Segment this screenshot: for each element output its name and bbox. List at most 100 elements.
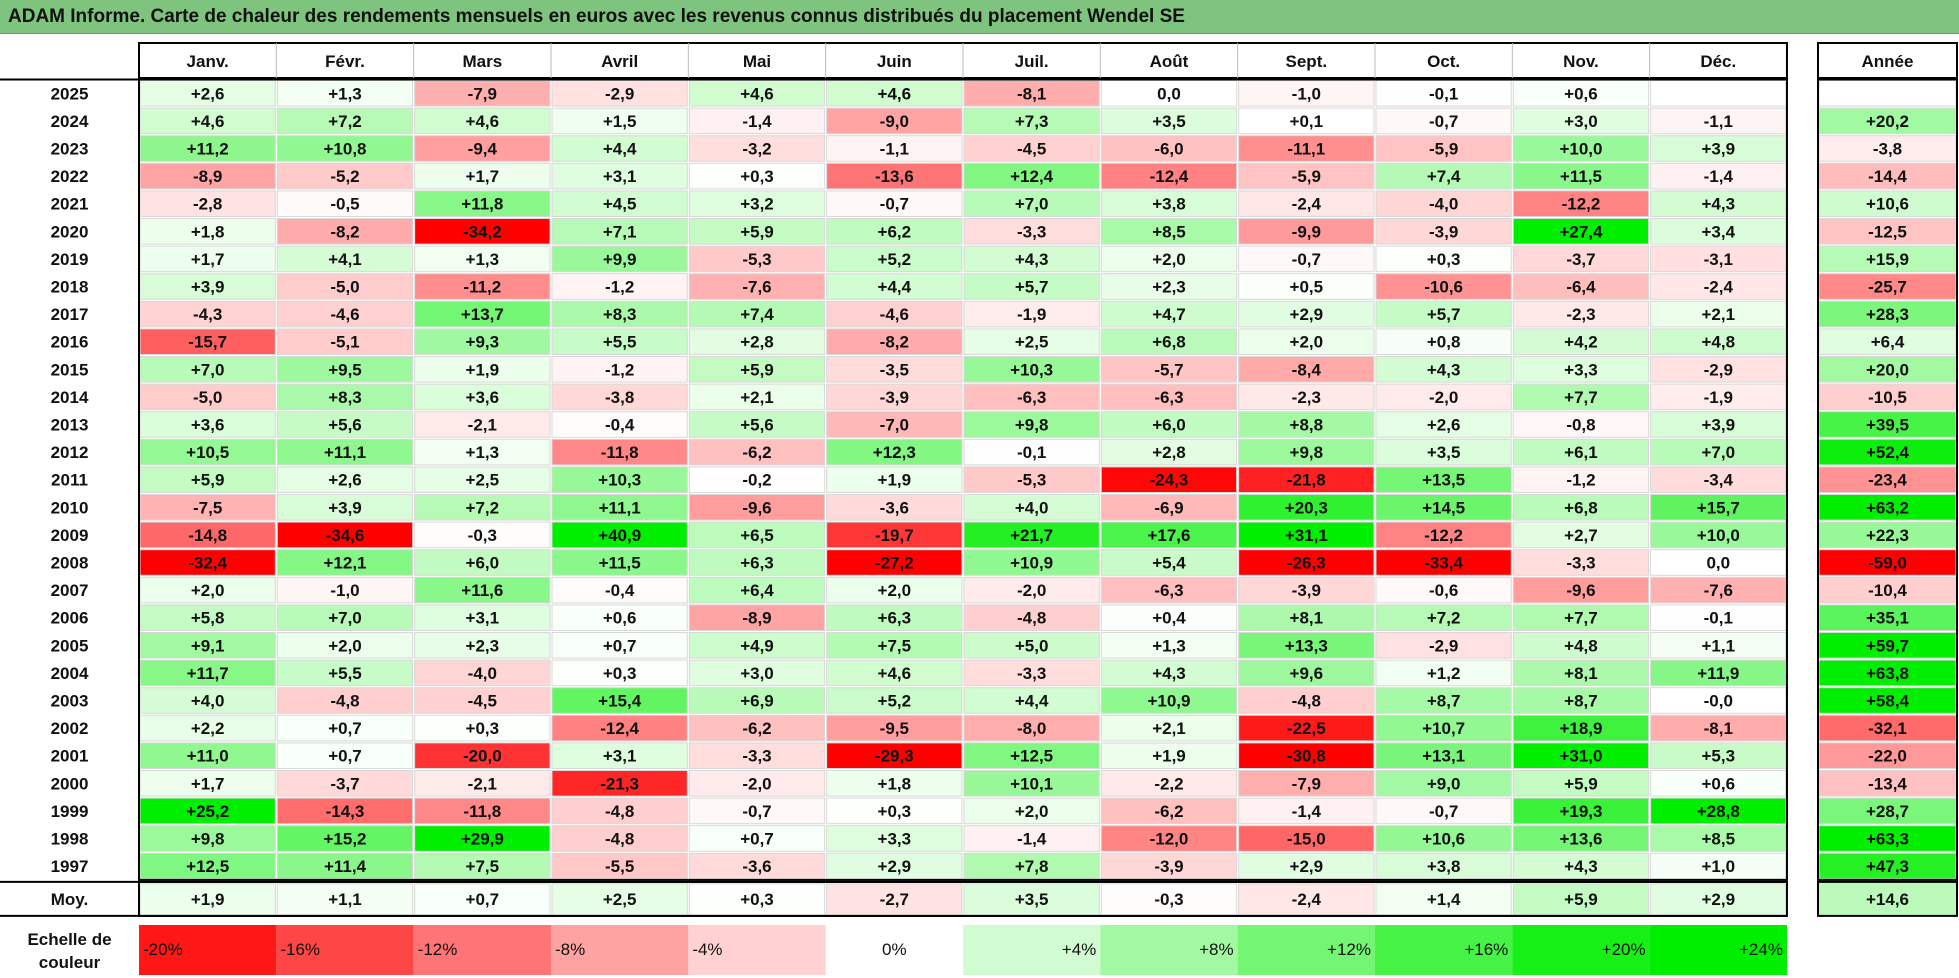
cell-value: -26,3 [1287, 554, 1326, 573]
heatmap-cell [551, 190, 688, 217]
cell-value: -4,5 [1017, 140, 1046, 159]
heatmap-cell [1100, 162, 1238, 190]
cell-value: +4,0 [1015, 498, 1049, 517]
annual-cell [1818, 714, 1957, 742]
cell-value: +31,0 [1559, 747, 1602, 766]
cell-value: +7,3 [1015, 112, 1049, 131]
cell-value: -2,0 [742, 774, 771, 793]
cell-value: -5,7 [1154, 360, 1183, 379]
average-cell [1238, 883, 1375, 916]
heatmap-cell [826, 521, 963, 549]
cell-value: -11,8 [601, 443, 639, 462]
cell-value: +25,2 [186, 802, 229, 821]
heatmap-cell [276, 632, 414, 659]
cell-value: +2,3 [466, 636, 500, 655]
heatmap-cell [276, 770, 414, 797]
heatmap-cell [276, 494, 414, 521]
row-year-label: 2003 [51, 692, 89, 711]
cell-value: -1,1 [880, 140, 909, 159]
heatmap-cell [414, 162, 551, 190]
cell-value: +2,1 [1702, 305, 1736, 324]
row-year-label: 2011 [51, 471, 88, 490]
cell-value: +6,0 [1152, 416, 1186, 435]
heatmap-cell [1238, 604, 1375, 632]
heatmap-cell [688, 135, 826, 162]
cell-value: -8,9 [742, 609, 771, 628]
average-cell [1512, 883, 1650, 916]
heatmap-cell [1650, 80, 1787, 107]
heatmap-cell [276, 356, 414, 383]
cell-value: -4,8 [605, 802, 634, 821]
cell-value: -30,8 [1287, 747, 1326, 766]
cell-value: +8,7 [1564, 692, 1598, 711]
cell-value: -12,4 [600, 719, 639, 738]
cell-value: -8,1 [1017, 84, 1046, 103]
cell-value: +1,3 [466, 250, 500, 269]
heatmap-cell [826, 135, 963, 162]
cell-value: -5,3 [742, 250, 771, 269]
cell-value: +3,5 [1152, 112, 1186, 131]
heatmap-cell [1100, 190, 1238, 217]
heatmap-cell [414, 190, 551, 217]
heatmap-cell [963, 466, 1100, 493]
heatmap-cell [688, 687, 826, 714]
heatmap-cell [276, 328, 414, 355]
heatmap-cell [688, 852, 826, 880]
cell-value: -4,3 [193, 305, 222, 324]
heatmap-cell [551, 135, 688, 162]
heatmap-cell [1238, 797, 1375, 825]
cell-value: +5,9 [1564, 774, 1598, 793]
heatmap-cell [1375, 521, 1512, 549]
cell-value: +15,2 [323, 830, 366, 849]
heatmap-cell [414, 245, 551, 273]
heatmap-cell [414, 80, 551, 107]
cell-value: -3,3 [1017, 664, 1046, 683]
heatmap-cell [139, 604, 276, 632]
cell-value: -7,9 [1292, 774, 1321, 793]
heatmap-cell [963, 300, 1100, 328]
heatmap-cell [688, 632, 826, 659]
heatmap-cell [551, 576, 688, 604]
heatmap-cell [1512, 576, 1650, 604]
cell-value: -3,2 [742, 140, 771, 159]
average-cell [963, 883, 1100, 916]
heatmap-cell [688, 549, 826, 576]
cell-value: -8,4 [1292, 360, 1322, 379]
cell-value: -3,3 [742, 747, 771, 766]
cell-value: +4,8 [1564, 636, 1598, 655]
cell-value: +11,4 [324, 857, 367, 876]
heatmap-cell [826, 190, 963, 217]
cell-value: -9,0 [880, 112, 909, 131]
annual-cell [1818, 245, 1957, 273]
heatmap-cell [551, 687, 688, 714]
cell-value: +3,5 [1427, 443, 1461, 462]
heatmap-cell [276, 659, 414, 687]
cell-value: -4,0 [1429, 195, 1458, 214]
cell-value: +6,3 [740, 554, 774, 573]
cell-value: -3,6 [742, 857, 771, 876]
heatmap-cell [276, 604, 414, 632]
cell-value: +4,6 [191, 112, 225, 131]
heatmap-cell [276, 383, 414, 411]
cell-value: -7,6 [742, 278, 771, 297]
heatmap-cell [1375, 80, 1512, 107]
cell-value: -20,0 [463, 747, 502, 766]
cell-value: +1,7 [191, 250, 225, 269]
heatmap-cell [1238, 825, 1375, 852]
heatmap-cell [826, 107, 963, 135]
heatmap-cell [1650, 494, 1787, 521]
heatmap-cell [1238, 438, 1375, 466]
cell-value: +1,8 [191, 222, 225, 241]
heatmap-cell [276, 742, 414, 770]
row-year-label: 2001 [51, 747, 89, 766]
heatmap-cell [1512, 162, 1650, 190]
cell-value: +10,3 [1010, 360, 1053, 379]
cell-value: -2,8 [193, 195, 222, 214]
annual-value: +20,0 [1866, 360, 1909, 379]
cell-value: -1,4 [1017, 830, 1047, 849]
cell-value: -1,0 [1292, 84, 1321, 103]
heatmap-cell [1100, 852, 1238, 880]
heatmap-cell [414, 494, 551, 521]
heatmap-cell [1650, 245, 1787, 273]
heatmap-cell [1512, 494, 1650, 521]
